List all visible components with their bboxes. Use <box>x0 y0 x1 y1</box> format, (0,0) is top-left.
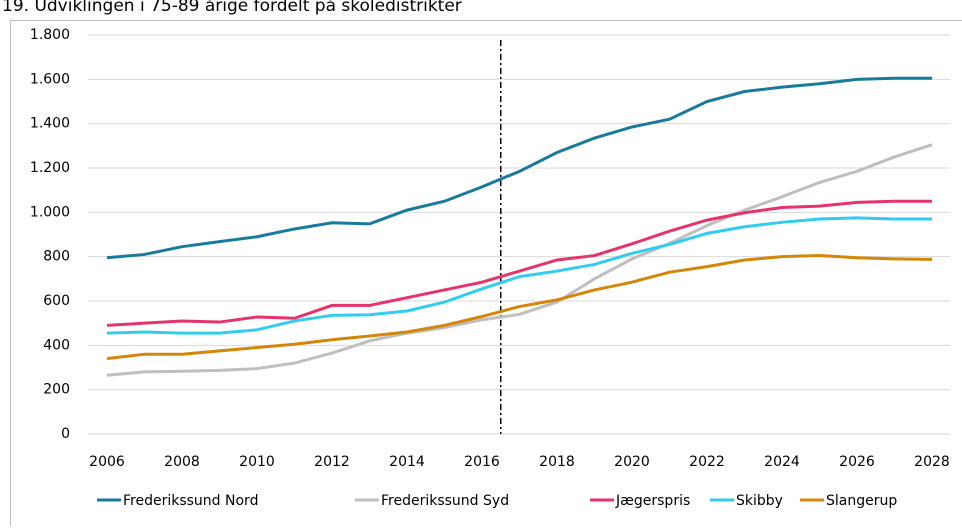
x-tick-label: 2028 <box>914 454 950 470</box>
x-tick-label: 2010 <box>239 454 275 470</box>
y-tick-label: 0 <box>61 426 70 442</box>
x-tick-label: 2006 <box>89 454 125 470</box>
y-tick-label: 200 <box>43 382 70 398</box>
x-tick-label: 2012 <box>314 454 350 470</box>
x-tick-label: 2022 <box>689 454 725 470</box>
series-line <box>107 218 932 333</box>
legend-label: Frederikssund Nord <box>123 493 258 509</box>
y-tick-label: 1.200 <box>30 160 70 176</box>
x-tick-label: 2020 <box>614 454 650 470</box>
y-tick-label: 1.800 <box>30 27 70 43</box>
y-tick-label: 1.600 <box>30 71 70 87</box>
chart-frame <box>11 21 962 527</box>
legend-label: Frederikssund Syd <box>381 493 509 509</box>
x-tick-label: 2016 <box>464 454 500 470</box>
legend-label: Jægerspris <box>615 493 690 509</box>
y-tick-label: 600 <box>43 293 70 309</box>
y-tick-label: 1.400 <box>30 116 70 132</box>
y-tick-label: 400 <box>43 337 70 353</box>
chart-title: 19. Udviklingen i 75-89 årige fordelt på… <box>2 0 462 16</box>
x-tick-label: 2024 <box>764 454 800 470</box>
y-tick-label: 800 <box>43 249 70 265</box>
x-tick-label: 2014 <box>389 454 425 470</box>
series-line <box>107 145 932 376</box>
legend-label: Skibby <box>736 493 783 509</box>
legend-label: Slangerup <box>826 493 897 509</box>
y-tick-label: 1.000 <box>30 204 70 220</box>
x-tick-label: 2026 <box>839 454 875 470</box>
x-tick-label: 2008 <box>164 454 200 470</box>
x-tick-label: 2018 <box>539 454 575 470</box>
